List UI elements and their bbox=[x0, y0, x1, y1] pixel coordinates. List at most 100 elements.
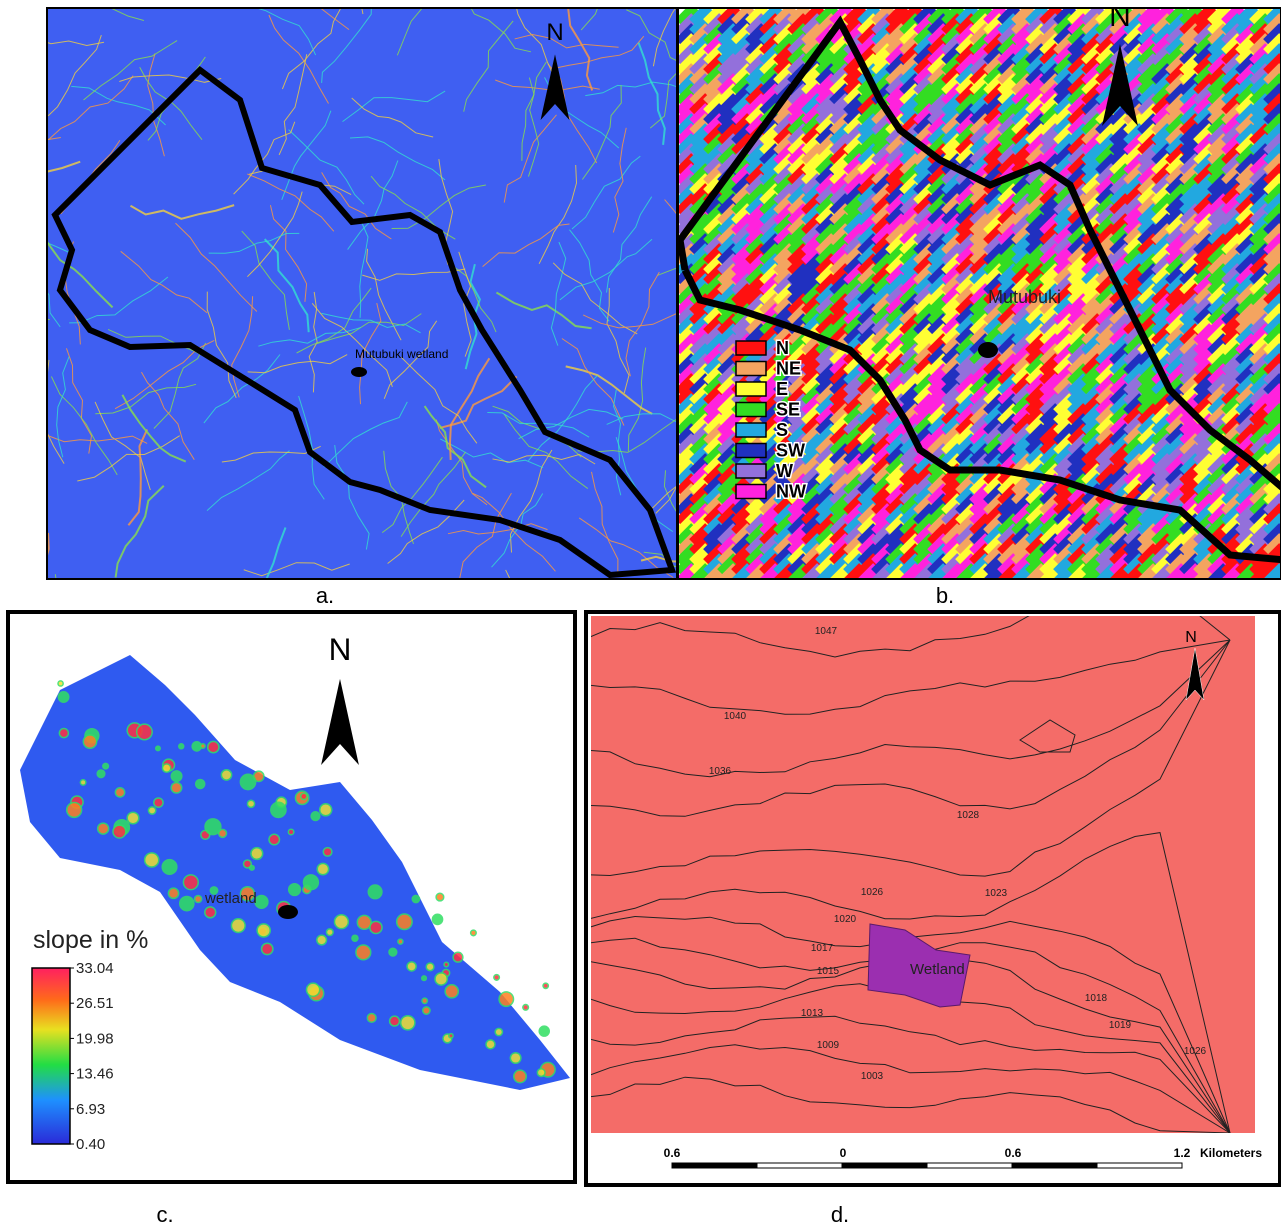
slope-spot bbox=[422, 998, 427, 1003]
slope-spot bbox=[311, 812, 320, 821]
slope-spot bbox=[231, 919, 245, 933]
legend-tick-label: 26.51 bbox=[76, 995, 114, 1012]
legend-label: W bbox=[776, 461, 793, 481]
elevation-background bbox=[591, 616, 1255, 1133]
slope-spot bbox=[201, 744, 206, 749]
legend-swatch bbox=[736, 362, 766, 376]
legend-swatch bbox=[736, 382, 766, 396]
slope-spot bbox=[162, 764, 170, 772]
slope-spot bbox=[445, 985, 458, 998]
slope-spot bbox=[269, 834, 280, 845]
legend-label: NW bbox=[776, 482, 806, 502]
slope-spot bbox=[195, 895, 202, 902]
slope-spot bbox=[168, 888, 178, 898]
slope-spot bbox=[255, 895, 268, 908]
slope-spot bbox=[179, 744, 184, 749]
contour-label: 1020 bbox=[834, 914, 857, 925]
slope-spot bbox=[262, 943, 273, 954]
slope-spot bbox=[137, 724, 153, 740]
contour-label: 1023 bbox=[985, 888, 1008, 899]
north-label: N bbox=[329, 631, 352, 667]
slope-spot bbox=[289, 884, 301, 896]
slope-spot bbox=[495, 1028, 502, 1035]
slope-spot bbox=[247, 800, 254, 807]
slope-spot bbox=[499, 992, 513, 1006]
contour-label: 1028 bbox=[957, 810, 980, 821]
slope-spot bbox=[435, 973, 447, 985]
slope-spot bbox=[58, 681, 63, 686]
legend-swatch bbox=[736, 444, 766, 458]
legend-label: SW bbox=[776, 441, 805, 461]
wetland-label: Mutubuki bbox=[988, 287, 1061, 307]
north-label: N bbox=[1109, 0, 1131, 33]
slope-spot bbox=[471, 930, 477, 936]
slope-spot bbox=[196, 780, 205, 789]
scale-segment bbox=[842, 1163, 927, 1168]
contour-label: 1026 bbox=[1184, 1046, 1207, 1057]
contour-label: 1019 bbox=[1109, 1020, 1132, 1031]
slope-spot bbox=[145, 853, 159, 867]
slope-spot bbox=[171, 783, 182, 794]
north-label: N bbox=[546, 19, 563, 46]
slope-spot bbox=[407, 962, 416, 971]
slope-spot bbox=[148, 807, 155, 814]
wetland-label: wetland bbox=[204, 890, 257, 907]
contour-label: 1047 bbox=[815, 626, 838, 637]
slope-spot bbox=[334, 915, 348, 929]
legend-label: S bbox=[776, 420, 788, 440]
slope-spot bbox=[323, 848, 332, 857]
legend-tick-label: 19.98 bbox=[76, 1030, 114, 1047]
slope-spot bbox=[271, 802, 286, 817]
slope-spot bbox=[183, 875, 198, 890]
slope-spot bbox=[83, 735, 96, 748]
page: Mutubuki wetlandN MutubukiNNNEESESSWWNW … bbox=[0, 0, 1281, 1224]
slope-spot bbox=[243, 860, 251, 868]
slope-spot bbox=[317, 935, 327, 945]
legend-swatch bbox=[736, 485, 766, 499]
slope-spot bbox=[423, 1007, 430, 1014]
wetland bbox=[978, 342, 998, 358]
slope-spot bbox=[288, 829, 293, 834]
scale-segment bbox=[1012, 1163, 1097, 1168]
slope-spot bbox=[205, 907, 216, 918]
scale-segment bbox=[927, 1163, 1012, 1168]
slope-spot bbox=[307, 983, 320, 996]
legend-swatch bbox=[736, 403, 766, 417]
contour-label: 1026 bbox=[861, 887, 884, 898]
contour-label: 1040 bbox=[724, 711, 747, 722]
slope-spot bbox=[453, 952, 463, 962]
scale-label: 0.6 bbox=[1005, 1146, 1022, 1160]
slope-spot bbox=[486, 1040, 495, 1049]
slope-spot bbox=[180, 896, 194, 910]
scale-unit: Kilometers bbox=[1200, 1146, 1262, 1160]
slope-spot bbox=[389, 948, 397, 956]
slope-spot bbox=[59, 729, 68, 738]
slope-spot bbox=[368, 885, 382, 899]
wetland bbox=[278, 905, 298, 919]
slope-spot bbox=[97, 770, 105, 778]
slope-spot bbox=[352, 935, 358, 941]
contour-label: 1013 bbox=[801, 1008, 824, 1019]
legend-swatch bbox=[736, 423, 766, 437]
slope-spot bbox=[444, 962, 449, 967]
legend-tick-label: 0.40 bbox=[76, 1136, 105, 1153]
slope-spot bbox=[98, 823, 109, 834]
scale-segment bbox=[1097, 1163, 1182, 1168]
slope-spot bbox=[432, 914, 442, 924]
panel-a: Mutubuki wetlandN bbox=[0, 0, 760, 674]
figure: Mutubuki wetlandN MutubukiNNNEESESSWWNW … bbox=[0, 0, 1281, 1224]
slope-spot bbox=[436, 893, 444, 901]
contour-label: 1003 bbox=[861, 1071, 884, 1082]
slope-spot bbox=[156, 746, 161, 751]
legend-label: E bbox=[776, 379, 788, 399]
slope-spot bbox=[320, 804, 332, 816]
contour-label: 1017 bbox=[811, 943, 834, 954]
slope-spot bbox=[543, 983, 548, 988]
slope-spot bbox=[208, 741, 219, 752]
slope-spot bbox=[80, 780, 86, 786]
slope-spot bbox=[422, 976, 427, 981]
slope-spot bbox=[240, 774, 255, 789]
slope-spot bbox=[356, 945, 371, 960]
